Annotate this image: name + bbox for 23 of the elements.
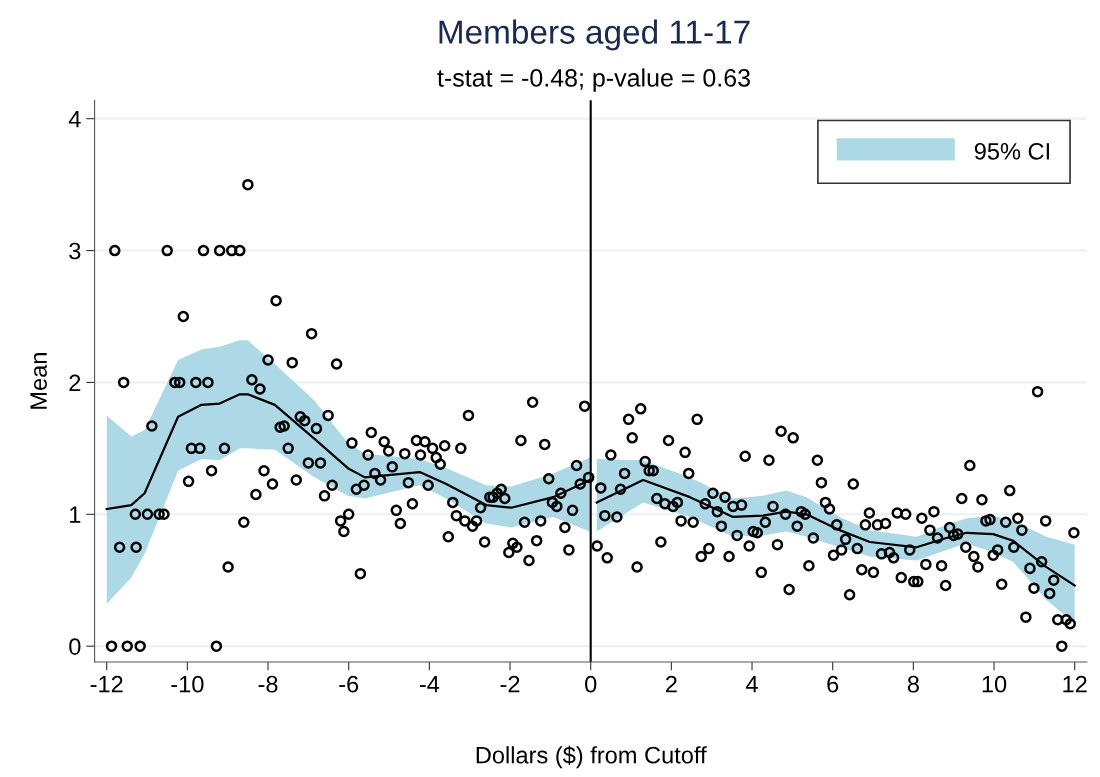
x-tick-label: -8 [258,675,278,693]
x-tick-label: 6 [827,675,839,693]
x-tick-label: 8 [907,675,919,693]
y-tick-label: 1 [70,506,81,523]
y-tick-label: 3 [69,242,81,260]
x-tick-label: 4 [746,676,758,693]
y-axis-title: Mean [30,353,47,409]
x-tick-label: 10 [982,675,1007,693]
x-tick-label: -12 [90,675,123,693]
text: 95% CI [974,142,1049,160]
y-tick-label: 2 [69,374,81,391]
x-tick-label: 0 [585,675,597,693]
x-axis-title: Dollars ($) from Cutoff [476,745,707,769]
x-tick-label: 12 [1063,675,1087,693]
y-tick-label: 0 [69,638,81,655]
chart-subtitle: t-stat = -0.48; p-value = 0.63 [437,68,750,92]
chart-title: Members aged 11-17 [439,19,750,51]
x-tick-label: -4 [419,676,440,693]
x-tick-label: -6 [339,675,359,693]
x-tick-label: -2 [500,675,520,693]
x-tick-label: -10 [171,675,204,693]
y-tick-label: 4 [68,111,81,128]
x-tick-label: 2 [665,675,677,693]
